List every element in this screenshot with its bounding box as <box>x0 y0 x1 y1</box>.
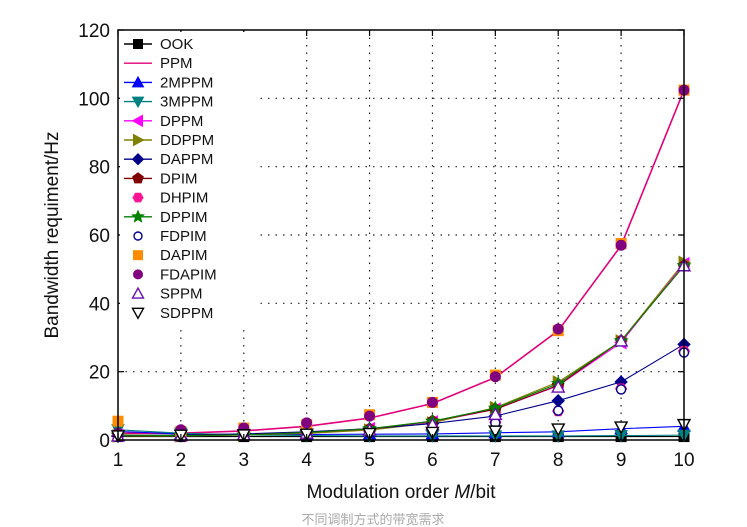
legend-marker <box>131 209 145 223</box>
legend-item: DDPPM <box>124 132 214 149</box>
legend-marker <box>131 307 145 320</box>
x-tick-label: 4 <box>301 450 312 471</box>
legend-label: DAPPM <box>160 151 213 168</box>
legend-item: DHPIM <box>132 190 208 207</box>
legend-label: OOK <box>160 36 193 53</box>
data-point <box>488 406 503 421</box>
x-axis-label: Modulation order M/bit <box>306 482 496 503</box>
data-point <box>615 384 627 395</box>
data-point <box>552 323 564 335</box>
data-point <box>613 421 629 435</box>
data-point <box>613 333 629 347</box>
y-tick-label: 100 <box>78 89 110 110</box>
x-axis-label-variable: M <box>454 482 470 503</box>
legend-label: 3MPPM <box>160 94 213 111</box>
data-point <box>551 394 565 408</box>
legend-label: FDAPIM <box>160 266 217 283</box>
legend-marker <box>131 286 145 299</box>
x-tick-label: 2 <box>176 450 187 471</box>
legend-marker <box>133 231 143 241</box>
legend-item: OOK <box>124 36 193 53</box>
legend-item: SDPPM <box>131 305 213 322</box>
x-tick-label: 7 <box>490 450 501 471</box>
legend-label: FDPIM <box>160 228 207 245</box>
y-tick-label: 80 <box>89 158 110 179</box>
legend-label: DDPPM <box>160 132 214 149</box>
legend-label: SPPM <box>160 286 203 303</box>
figure-caption: 不同调制方式的带宽需求 <box>301 512 444 527</box>
y-tick-label: 40 <box>89 294 110 315</box>
series-layer <box>110 84 692 444</box>
legend-item: PPM <box>124 55 193 72</box>
x-tick-label: 9 <box>616 450 627 471</box>
legend-label: 2MPPM <box>160 74 213 91</box>
legend-marker <box>131 96 145 109</box>
legend-item: DAPIM <box>133 247 208 264</box>
y-tick-label: 0 <box>99 431 110 452</box>
legend-marker <box>131 152 145 166</box>
x-tick-label: 6 <box>427 450 438 471</box>
x-tick-label: 1 <box>113 450 124 471</box>
legend-item: DAPPM <box>124 151 213 168</box>
y-tick-label: 60 <box>89 226 110 247</box>
x-axis-label-prefix: Modulation order <box>306 482 454 503</box>
legend-label: DPIM <box>160 170 198 187</box>
legend-label: DPPM <box>160 113 203 130</box>
legend-item: FDAPIM <box>133 266 217 283</box>
x-tick-label: 3 <box>238 450 249 471</box>
data-point <box>551 423 566 437</box>
data-point <box>364 410 376 422</box>
data-point <box>551 379 566 393</box>
series-line <box>118 89 685 434</box>
legend-marker <box>133 39 143 49</box>
x-tick-labels: 1 2 3 4 5 6 7 8 9 10 <box>113 450 695 471</box>
data-point <box>553 405 564 416</box>
legend-marker <box>131 114 143 128</box>
legend-marker <box>132 192 144 203</box>
legend-item: DPPM <box>124 113 203 130</box>
x-tick-label: 5 <box>364 450 375 471</box>
x-tick-label: 8 <box>553 450 564 471</box>
legend: OOK PPM 2MPPM 3MPPM DPPM DDPPM DAPPM DPIM DHPIM D… <box>120 32 260 324</box>
series-line <box>117 343 685 437</box>
data-point <box>488 425 503 439</box>
legend-label: DPPIM <box>160 209 208 226</box>
y-tick-labels: 0 20 40 60 80 100 120 <box>78 21 110 452</box>
x-tick-label: 10 <box>673 450 694 471</box>
legend-item: DPIM <box>124 170 198 187</box>
legend-marker <box>133 250 143 261</box>
legend-item: DPPIM <box>124 209 208 226</box>
data-point <box>426 396 438 408</box>
series-line <box>117 265 685 437</box>
legend-label: DAPIM <box>160 247 208 264</box>
legend-marker <box>131 75 145 88</box>
y-tick-label: 120 <box>78 21 110 42</box>
series-sdppm <box>110 418 692 444</box>
data-point <box>425 426 440 440</box>
legend-item: FDPIM <box>133 228 207 245</box>
legend-marker <box>132 172 144 184</box>
legend-item: SPPM <box>131 286 203 303</box>
legend-label: DHPIM <box>160 190 208 207</box>
legend-item: 3MPPM <box>124 94 213 111</box>
legend-label: PPM <box>160 55 193 72</box>
legend-marker <box>133 133 145 147</box>
series-ppm <box>118 89 685 434</box>
data-point <box>489 371 501 383</box>
legend-item: 2MPPM <box>124 74 213 91</box>
x-axis-label-suffix: /bit <box>470 482 496 503</box>
y-axis-label: Bandwidth requiment/Hz <box>42 132 63 339</box>
legend-label: SDPPM <box>160 305 213 322</box>
legend-marker <box>133 269 143 280</box>
y-tick-label: 20 <box>89 363 110 384</box>
data-point <box>615 239 627 251</box>
